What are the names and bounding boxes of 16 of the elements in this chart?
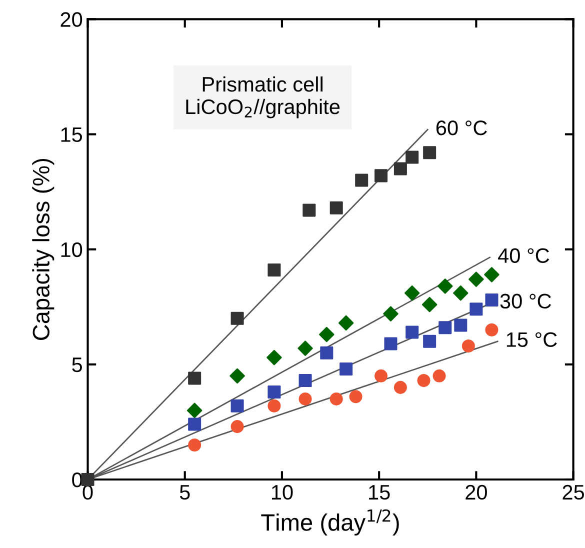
x-tick-label: 10 <box>272 484 293 500</box>
series-label: 40 °C <box>498 248 550 263</box>
series-label: 15 °C <box>506 332 557 347</box>
y-axis-title: Capacity loss (%) <box>32 158 54 340</box>
x-tick-label: 15 <box>369 485 390 500</box>
series-label: 60 °C <box>436 120 487 136</box>
y-tick-label: 15 <box>61 127 82 142</box>
y-tick-label: 20 <box>60 12 82 27</box>
annotation: Prismatic cell LiCoO$_{2}$//graphite <box>186 76 340 118</box>
x-tick-label: 5 <box>180 485 190 500</box>
y-tick-label: 10 <box>61 242 82 258</box>
x-tick-label: 20 <box>466 484 487 500</box>
x-axis-title: Time (day$^{1/2}$) <box>261 509 399 536</box>
series-label: 30 °C <box>500 294 552 309</box>
y-tick-label: 5 <box>72 358 82 372</box>
x-tick-label: 25 <box>562 484 584 500</box>
